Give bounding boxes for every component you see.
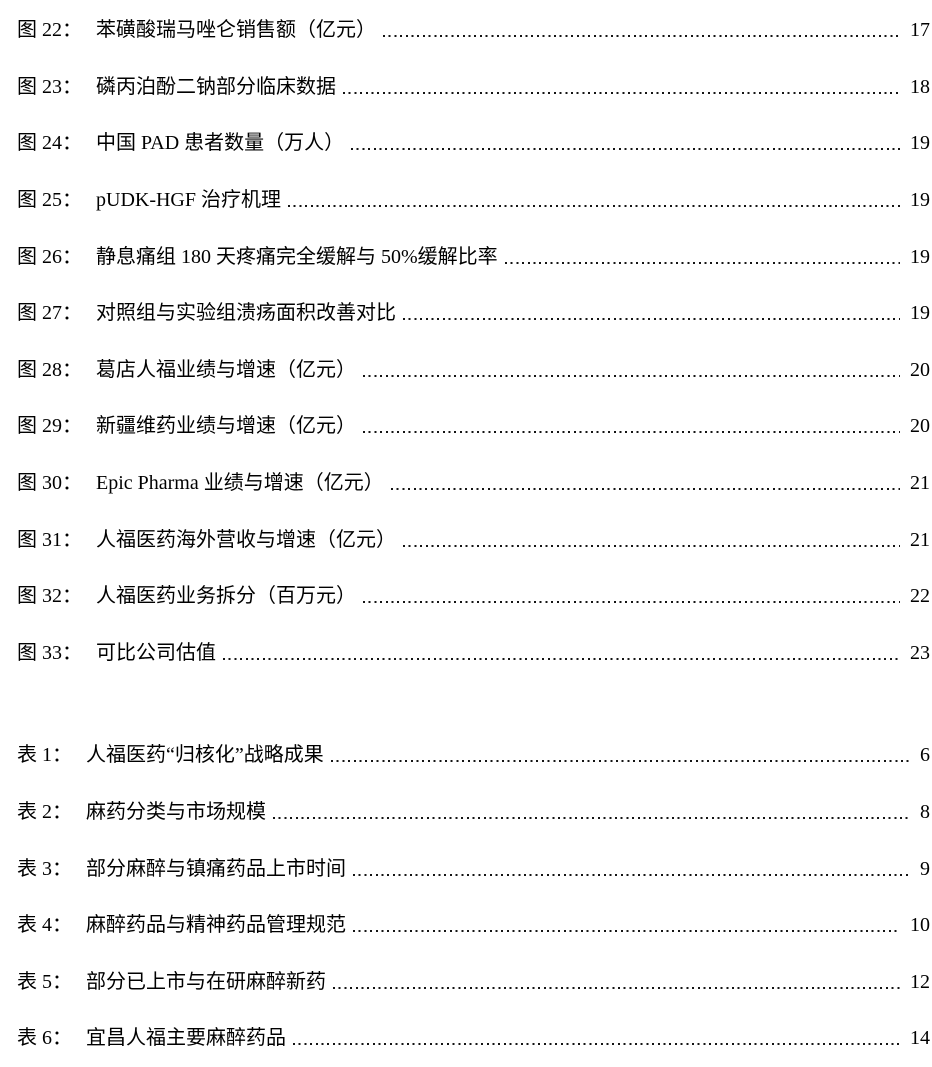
entry-page-number: 22: [910, 585, 930, 608]
dot-leader: [504, 261, 900, 264]
toc-entry[interactable]: 图 29： 新疆维药业绩与增速（亿元） 20: [17, 398, 930, 455]
entry-title: 中国 PAD 患者数量（万人）: [96, 132, 345, 155]
entry-label: 图 25：: [17, 189, 82, 212]
entry-page-number: 20: [910, 358, 930, 381]
entry-page-number: 21: [910, 528, 930, 551]
dot-leader: [223, 657, 900, 660]
entry-title: 可比公司估值: [96, 641, 216, 664]
dot-leader: [288, 204, 900, 208]
entry-title: 苯磺酸瑞马唑仑销售额（亿元）: [96, 19, 376, 42]
toc-entry[interactable]: 图 31： 人福医药海外营收与增速（亿元） 21: [17, 511, 930, 568]
dot-leader: [403, 544, 900, 547]
toc-entry[interactable]: 表 2： 麻药分类与市场规模 8: [17, 784, 930, 841]
entry-page-number: 12: [910, 970, 930, 993]
toc-entry[interactable]: 表 6： 宜昌人福主要麻醉药品 14: [17, 1010, 930, 1067]
entry-label: 图 33：: [17, 641, 82, 664]
tables-list: 表 1： 人福医药“归核化”战略成果 6 表 2： 麻药分类与市场规模 8 表 3： 部分麻醉…: [17, 727, 930, 1067]
entry-page-number: 18: [910, 75, 930, 98]
entry-page-number: 19: [910, 189, 930, 212]
dot-leader: [390, 487, 900, 491]
dot-leader: [363, 374, 900, 377]
entry-title: 静息痛组 180 天疼痛完全缓解与 50%缓解比率: [96, 245, 498, 268]
entry-label: 图 26：: [17, 245, 82, 268]
toc-entry[interactable]: 图 33： 可比公司估值 23: [17, 625, 930, 682]
dot-leader: [383, 35, 900, 38]
entry-label: 表 3：: [17, 857, 72, 880]
entry-title: 磷丙泊酚二钠部分临床数据: [96, 75, 336, 98]
dot-leader: [363, 601, 900, 604]
dot-leader: [403, 318, 900, 321]
entry-title: 对照组与实验组溃疡面积改善对比: [96, 302, 396, 325]
dot-leader: [333, 986, 900, 989]
entry-label: 表 5：: [17, 970, 72, 993]
toc-entry[interactable]: 图 22： 苯磺酸瑞马唑仑销售额（亿元） 17: [17, 2, 930, 59]
entry-label: 图 29：: [17, 415, 82, 438]
entry-label: 表 4：: [17, 914, 72, 937]
entry-page-number: 8: [920, 801, 930, 824]
entry-title: 麻醉药品与精神药品管理规范: [86, 914, 346, 937]
toc-entry[interactable]: 图 28： 葛店人福业绩与增速（亿元） 20: [17, 342, 930, 399]
toc-entry[interactable]: 图 30： Epic Pharma 业绩与增速（亿元） 21: [17, 455, 930, 512]
entry-page-number: 19: [910, 302, 930, 325]
entry-title: 人福医药“归核化”战略成果: [86, 744, 324, 767]
entry-title: Epic Pharma 业绩与增速（亿元）: [96, 472, 384, 495]
entry-title: 人福医药业务拆分（百万元）: [96, 585, 356, 608]
section-gap: [17, 681, 930, 727]
entry-page-number: 19: [910, 132, 930, 155]
entry-page-number: 17: [910, 19, 930, 42]
toc-entry[interactable]: 图 32： 人福医药业务拆分（百万元） 22: [17, 568, 930, 625]
toc-entry[interactable]: 表 4： 麻醉药品与精神药品管理规范 10: [17, 897, 930, 954]
entry-title: 部分已上市与在研麻醉新药: [86, 970, 326, 993]
dot-leader: [353, 930, 900, 933]
entry-title: pUDK-HGF 治疗机理: [96, 189, 281, 212]
entry-title: 人福医药海外营收与增速（亿元）: [96, 528, 396, 551]
entry-label: 图 22：: [17, 19, 82, 42]
entry-page-number: 10: [910, 914, 930, 937]
dot-leader: [293, 1043, 900, 1046]
dot-leader: [343, 91, 900, 94]
dot-leader: [330, 760, 910, 763]
entry-label: 图 30：: [17, 472, 82, 495]
entry-label: 图 28：: [17, 358, 82, 381]
entry-label: 表 1：: [17, 744, 72, 767]
dot-leader: [351, 148, 900, 151]
dot-leader: [363, 431, 900, 434]
entry-title: 葛店人福业绩与增速（亿元）: [96, 358, 356, 381]
entry-page-number: 6: [920, 744, 930, 767]
entry-page-number: 9: [920, 857, 930, 880]
entry-page-number: 20: [910, 415, 930, 438]
entry-label: 图 23：: [17, 75, 82, 98]
entry-title: 部分麻醉与镇痛药品上市时间: [86, 857, 346, 880]
toc-entry[interactable]: 图 24： 中国 PAD 患者数量（万人） 19: [17, 115, 930, 172]
entry-label: 图 31：: [17, 528, 82, 551]
toc-entry[interactable]: 图 27： 对照组与实验组溃疡面积改善对比 19: [17, 285, 930, 342]
dot-leader: [353, 873, 910, 876]
entry-label: 图 27：: [17, 302, 82, 325]
dot-leader: [273, 816, 910, 820]
entry-label: 表 2：: [17, 801, 72, 824]
toc-entry[interactable]: 图 26： 静息痛组 180 天疼痛完全缓解与 50%缓解比率 19: [17, 228, 930, 285]
figures-list: 图 22： 苯磺酸瑞马唑仑销售额（亿元） 17 图 23： 磷丙泊酚二钠部分临床数据 18…: [17, 2, 930, 681]
toc-entry[interactable]: 表 5： 部分已上市与在研麻醉新药 12: [17, 954, 930, 1011]
entry-page-number: 19: [910, 245, 930, 268]
entry-title: 新疆维药业绩与增速（亿元）: [96, 415, 356, 438]
toc-entry[interactable]: 表 1： 人福医药“归核化”战略成果 6: [17, 727, 930, 784]
toc-entry[interactable]: 图 23： 磷丙泊酚二钠部分临床数据 18: [17, 59, 930, 116]
toc-entry[interactable]: 图 25： pUDK-HGF 治疗机理 19: [17, 172, 930, 229]
entry-label: 图 24：: [17, 132, 82, 155]
entry-title: 宜昌人福主要麻醉药品: [86, 1027, 286, 1050]
entry-title: 麻药分类与市场规模: [86, 801, 266, 824]
entry-page-number: 21: [910, 472, 930, 495]
entry-label: 图 32：: [17, 585, 82, 608]
entry-label: 表 6：: [17, 1027, 72, 1050]
toc-entry[interactable]: 表 3： 部分麻醉与镇痛药品上市时间 9: [17, 840, 930, 897]
entry-page-number: 23: [910, 641, 930, 664]
entry-page-number: 14: [910, 1027, 930, 1050]
